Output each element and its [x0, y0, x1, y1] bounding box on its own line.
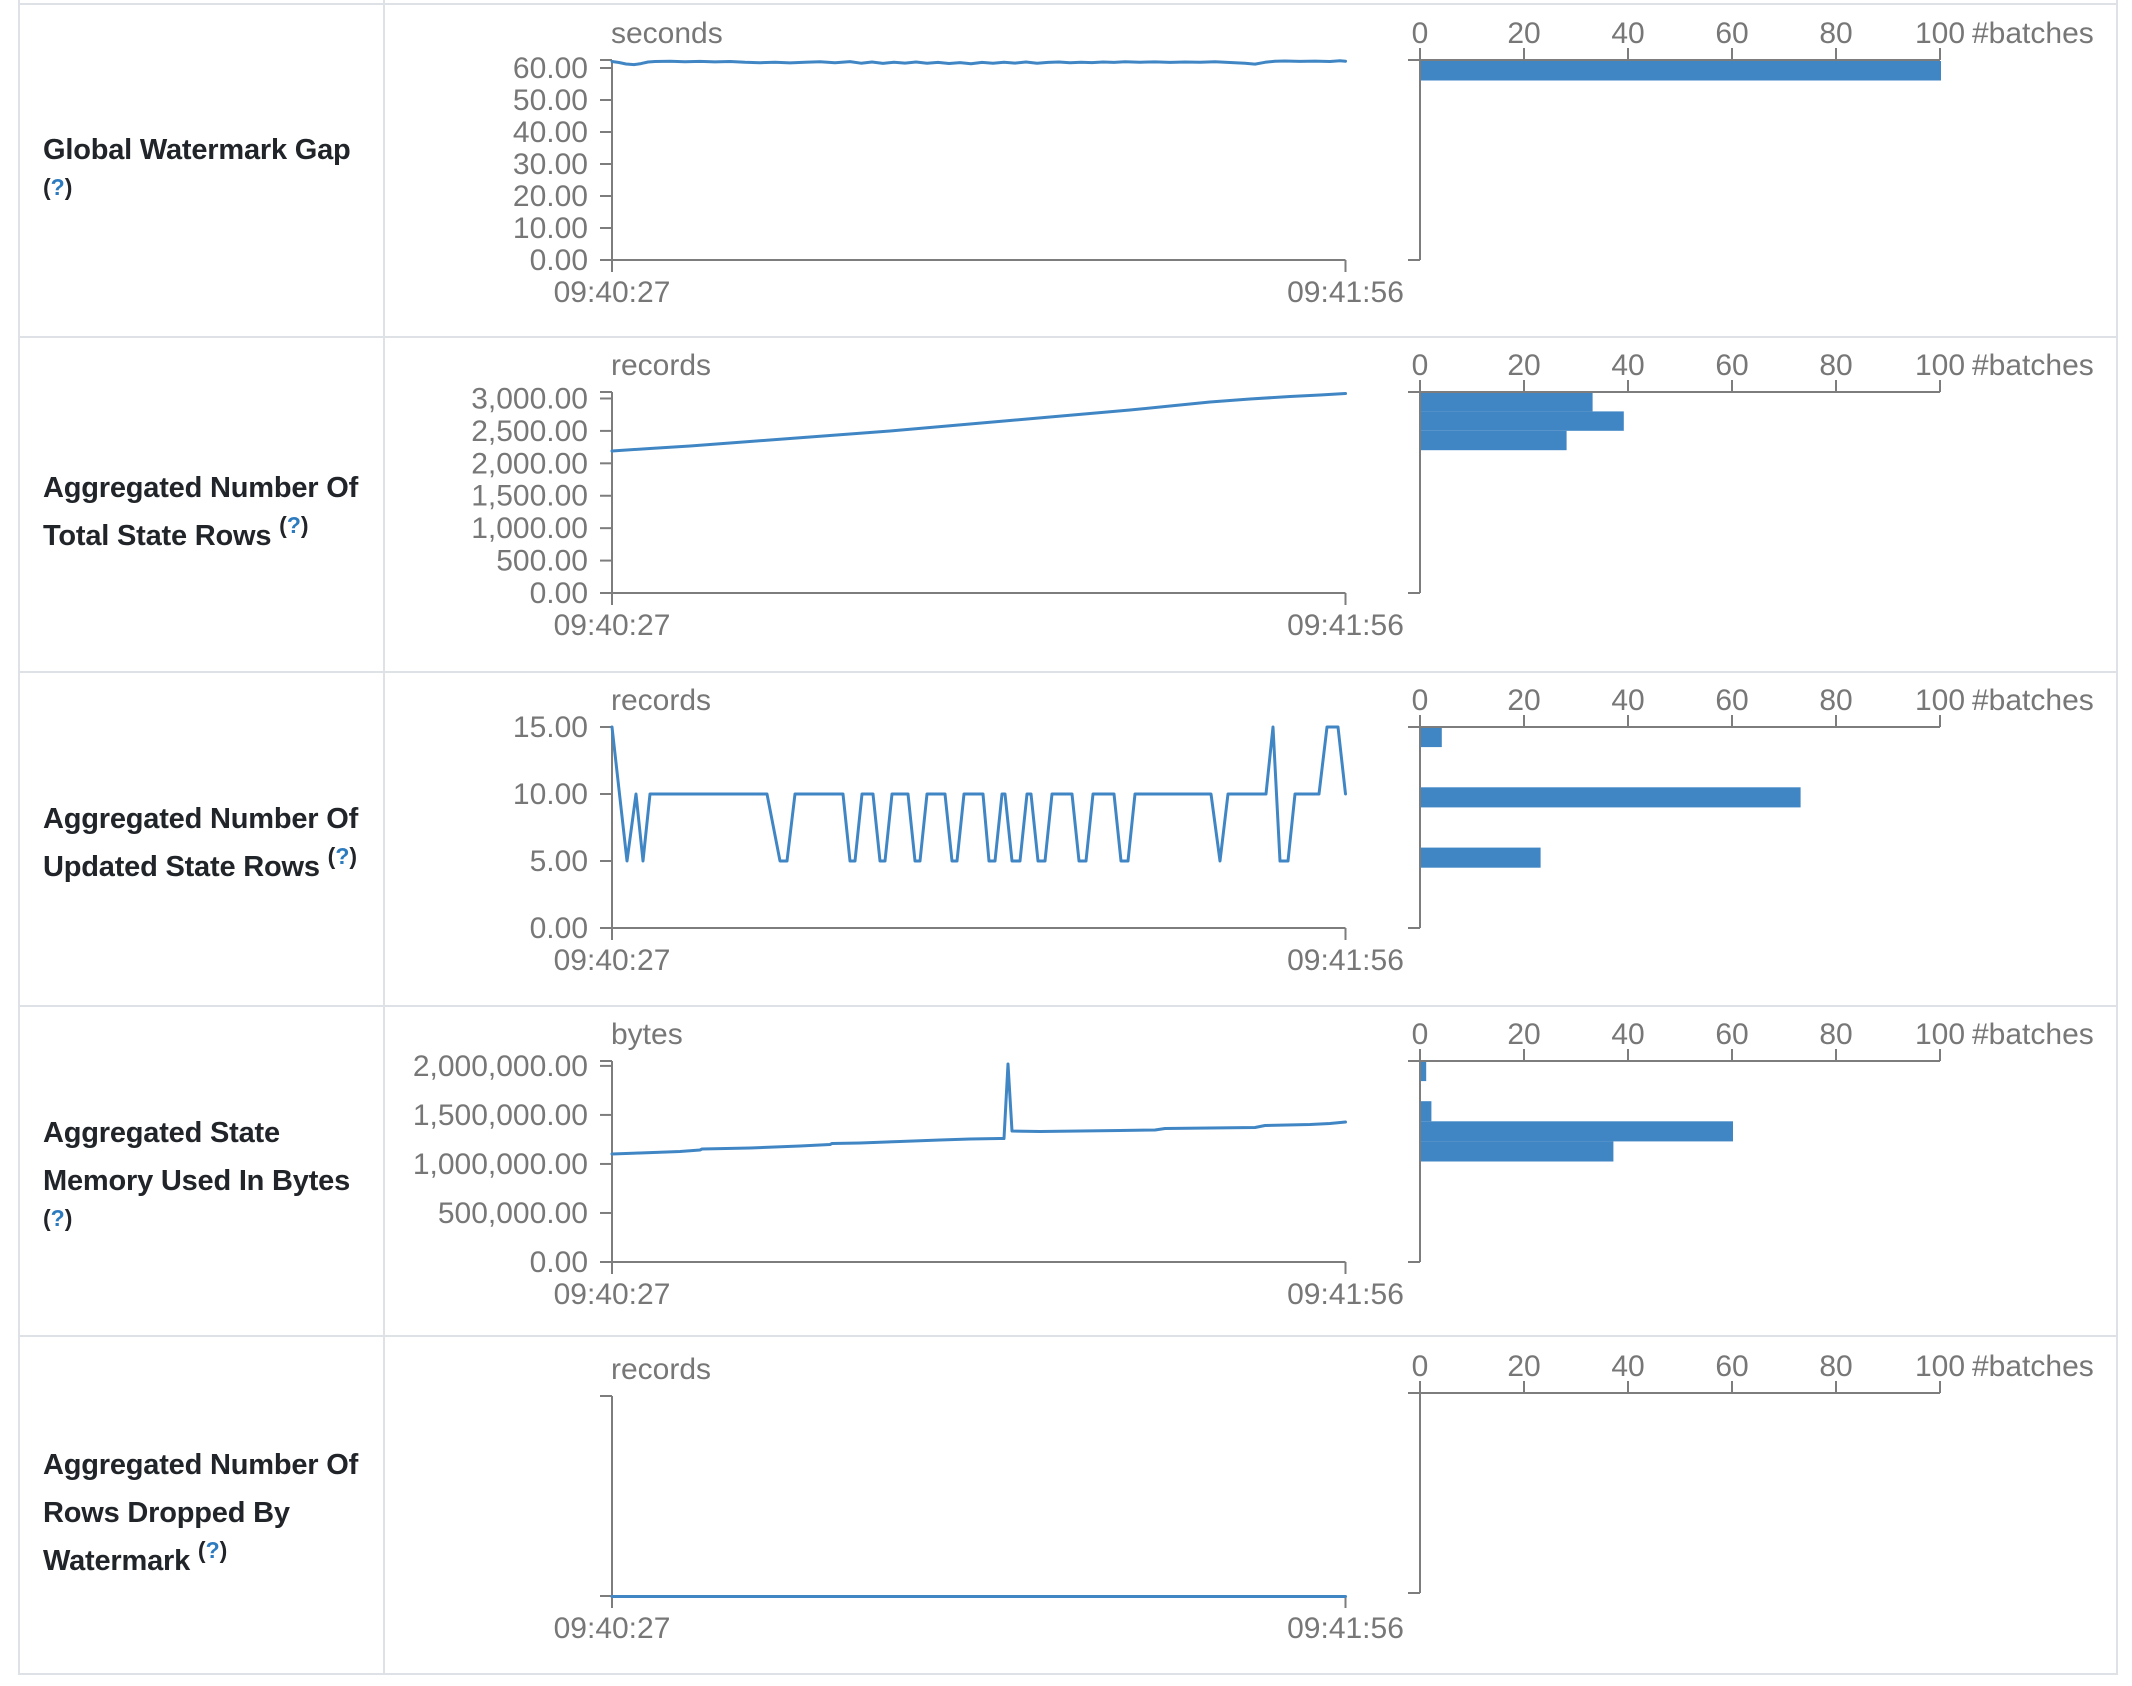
svg-text:20: 20: [1507, 349, 1540, 382]
svg-text:1,500.00: 1,500.00: [471, 480, 588, 513]
svg-text:#batches: #batches: [1972, 684, 2094, 717]
svg-text:#batches: #batches: [1972, 349, 2094, 382]
svg-text:100: 100: [1915, 684, 1965, 717]
svg-text:60: 60: [1715, 684, 1748, 717]
svg-text:100: 100: [1915, 1350, 1965, 1383]
svg-text:2,000.00: 2,000.00: [471, 447, 588, 480]
svg-text:500.00: 500.00: [496, 545, 588, 578]
svg-text:0: 0: [1412, 1018, 1429, 1051]
svg-text:80: 80: [1819, 17, 1852, 50]
svg-text:#batches: #batches: [1972, 1350, 2094, 1383]
svg-text:09:40:27: 09:40:27: [554, 1278, 671, 1311]
svg-text:09:40:27: 09:40:27: [554, 944, 671, 977]
svg-text:80: 80: [1819, 349, 1852, 382]
svg-text:5.00: 5.00: [530, 845, 588, 878]
svg-text:40.00: 40.00: [513, 116, 588, 149]
svg-text:60: 60: [1715, 1350, 1748, 1383]
svg-text:0.00: 0.00: [530, 912, 588, 945]
svg-text:50.00: 50.00: [513, 84, 588, 117]
svg-text:#batches: #batches: [1972, 1018, 2094, 1051]
svg-text:#batches: #batches: [1972, 17, 2094, 50]
svg-text:10.00: 10.00: [513, 778, 588, 811]
svg-text:80: 80: [1819, 684, 1852, 717]
svg-text:40: 40: [1611, 1350, 1644, 1383]
svg-text:100: 100: [1915, 1018, 1965, 1051]
svg-text:100: 100: [1915, 349, 1965, 382]
svg-text:1,500,000.00: 1,500,000.00: [413, 1099, 588, 1132]
svg-text:records: records: [611, 1353, 711, 1386]
svg-text:09:41:56: 09:41:56: [1287, 1278, 1404, 1311]
svg-text:09:41:56: 09:41:56: [1287, 609, 1404, 642]
svg-text:0.00: 0.00: [530, 244, 588, 277]
svg-text:09:41:56: 09:41:56: [1287, 1612, 1404, 1645]
svg-text:seconds: seconds: [611, 17, 723, 50]
svg-text:80: 80: [1819, 1350, 1852, 1383]
svg-text:20: 20: [1507, 1018, 1540, 1051]
svg-text:0: 0: [1412, 684, 1429, 717]
svg-text:10.00: 10.00: [513, 212, 588, 245]
svg-text:40: 40: [1611, 1018, 1644, 1051]
svg-text:09:41:56: 09:41:56: [1287, 276, 1404, 309]
svg-text:0.00: 0.00: [530, 577, 588, 610]
svg-text:40: 40: [1611, 17, 1644, 50]
svg-text:40: 40: [1611, 349, 1644, 382]
svg-text:3,000.00: 3,000.00: [471, 382, 588, 415]
svg-text:0: 0: [1412, 349, 1429, 382]
svg-text:60.00: 60.00: [513, 52, 588, 85]
svg-text:40: 40: [1611, 684, 1644, 717]
svg-text:60: 60: [1715, 1018, 1748, 1051]
svg-text:2,500.00: 2,500.00: [471, 415, 588, 448]
svg-text:09:40:27: 09:40:27: [554, 1612, 671, 1645]
svg-text:60: 60: [1715, 17, 1748, 50]
svg-text:0: 0: [1412, 1350, 1429, 1383]
svg-text:09:41:56: 09:41:56: [1287, 944, 1404, 977]
svg-text:1,000.00: 1,000.00: [471, 512, 588, 545]
svg-text:0: 0: [1412, 17, 1429, 50]
svg-text:20.00: 20.00: [513, 180, 588, 213]
svg-text:500,000.00: 500,000.00: [438, 1197, 588, 1230]
svg-text:bytes: bytes: [611, 1018, 683, 1051]
svg-text:15.00: 15.00: [513, 711, 588, 744]
svg-text:20: 20: [1507, 1350, 1540, 1383]
svg-text:30.00: 30.00: [513, 148, 588, 181]
svg-text:80: 80: [1819, 1018, 1852, 1051]
svg-text:2,000,000.00: 2,000,000.00: [413, 1050, 588, 1083]
svg-text:1,000,000.00: 1,000,000.00: [413, 1148, 588, 1181]
svg-text:0.00: 0.00: [530, 1246, 588, 1279]
svg-text:100: 100: [1915, 17, 1965, 50]
svg-text:60: 60: [1715, 349, 1748, 382]
svg-text:records: records: [611, 349, 711, 382]
svg-text:20: 20: [1507, 17, 1540, 50]
svg-text:20: 20: [1507, 684, 1540, 717]
svg-text:09:40:27: 09:40:27: [554, 276, 671, 309]
svg-text:records: records: [611, 684, 711, 717]
svg-text:09:40:27: 09:40:27: [554, 609, 671, 642]
